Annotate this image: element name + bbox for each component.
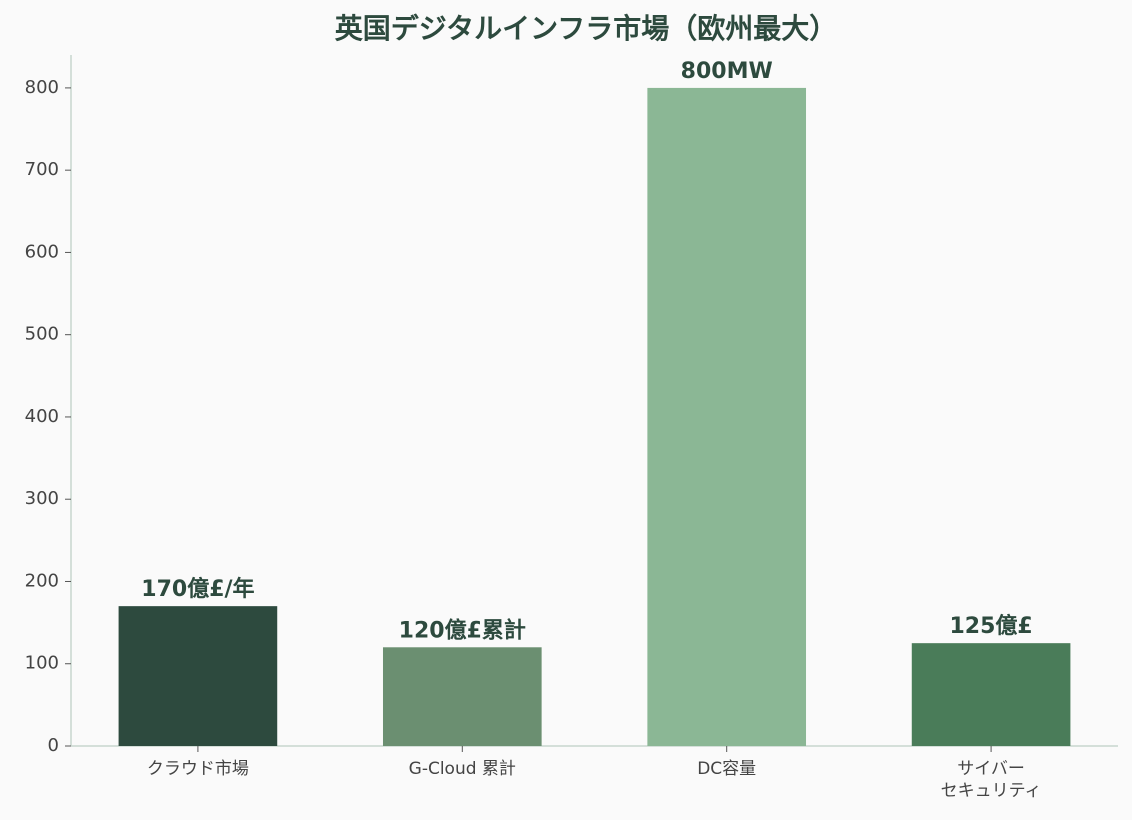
value-label: 170億£/年	[141, 576, 254, 602]
value-label: 800MW	[681, 59, 773, 84]
x-tick-label: G-Cloud 累計	[408, 759, 516, 779]
x-tick-label: サイバー セキュリティ	[940, 759, 1042, 802]
y-tick-label: 300	[25, 488, 59, 509]
chart-title: 英国デジタルインフラ市場（欧州最大）	[335, 12, 838, 45]
x-tick-label: DC容量	[697, 759, 757, 779]
bar	[647, 87, 807, 746]
y-tick-label: 700	[25, 159, 59, 180]
bar	[911, 643, 1071, 746]
value-label: 125億£	[949, 613, 1032, 639]
y-tick-label: 600	[25, 241, 59, 262]
y-tick-label: 500	[25, 324, 59, 345]
bar	[118, 606, 278, 746]
y-tick-label: 400	[25, 406, 59, 427]
y-tick-label: 0	[48, 735, 59, 756]
x-tick-label: クラウド市場	[146, 759, 249, 779]
bar	[382, 647, 542, 746]
y-tick-label: 200	[25, 570, 59, 591]
y-tick-label: 100	[25, 653, 59, 674]
value-label: 120億£累計	[399, 617, 526, 643]
y-tick-label: 800	[25, 77, 59, 98]
